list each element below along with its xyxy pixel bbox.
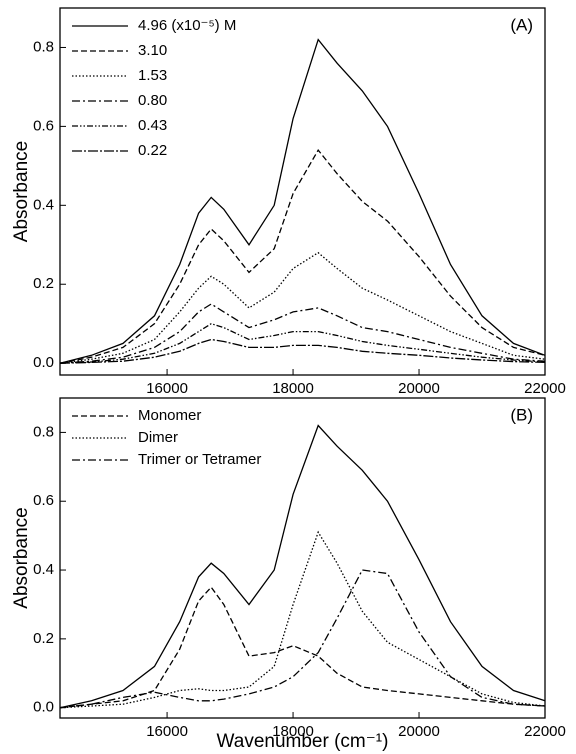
series-line: [59, 303, 546, 364]
legend-label: Dimer: [138, 429, 178, 446]
x-tick-label: 18000: [272, 380, 314, 397]
x-tick-label: 20000: [398, 380, 440, 397]
y-tick-label: 0.8: [33, 423, 54, 440]
series-line: [59, 322, 546, 364]
y-tick-label: 0.8: [33, 38, 54, 55]
y-tick-label: 0.6: [33, 117, 54, 134]
y-axis-title: Absorbance: [11, 507, 32, 608]
y-tick-label: 0.6: [33, 492, 54, 509]
legend-label: 0.80: [138, 92, 167, 109]
series-line: [59, 569, 546, 709]
plot-frame: [59, 397, 546, 719]
y-tick-label: 0.0: [33, 699, 54, 716]
series-line: [59, 148, 546, 364]
x-tick-label: 22000: [524, 723, 566, 740]
panel-label: (B): [510, 405, 533, 424]
legend-label: 4.96 (x10⁻⁵) M: [138, 17, 236, 34]
series-line: [59, 424, 546, 709]
x-tick-label: 20000: [398, 723, 440, 740]
series-line: [59, 251, 546, 364]
y-tick-label: 0.2: [33, 630, 54, 647]
legend-label: Monomer: [138, 407, 201, 424]
y-tick-label: 0.4: [33, 196, 54, 213]
legend-label: 0.22: [138, 142, 167, 159]
plot-frame: [59, 7, 546, 376]
x-tick-label: 22000: [524, 380, 566, 397]
x-tick-label: 18000: [272, 723, 314, 740]
legend-label: Trimer or Tetramer: [138, 451, 261, 468]
y-tick-label: 0.2: [33, 275, 54, 292]
x-tick-label: 16000: [146, 380, 188, 397]
legend-label: 1.53: [138, 67, 167, 84]
legend-label: 0.43: [138, 117, 167, 134]
y-axis-title: Absorbance: [11, 141, 32, 242]
series-line: [59, 586, 546, 709]
series-line: [59, 530, 546, 709]
series-line: [59, 38, 546, 364]
y-tick-label: 0.0: [33, 354, 54, 371]
panel-label: (A): [510, 15, 533, 34]
series-line: [59, 338, 546, 364]
x-axis-title: Wavenumber (cm⁻¹): [217, 731, 389, 752]
x-tick-label: 16000: [146, 723, 188, 740]
legend-label: 3.10: [138, 42, 167, 59]
y-tick-label: 0.4: [33, 561, 54, 578]
